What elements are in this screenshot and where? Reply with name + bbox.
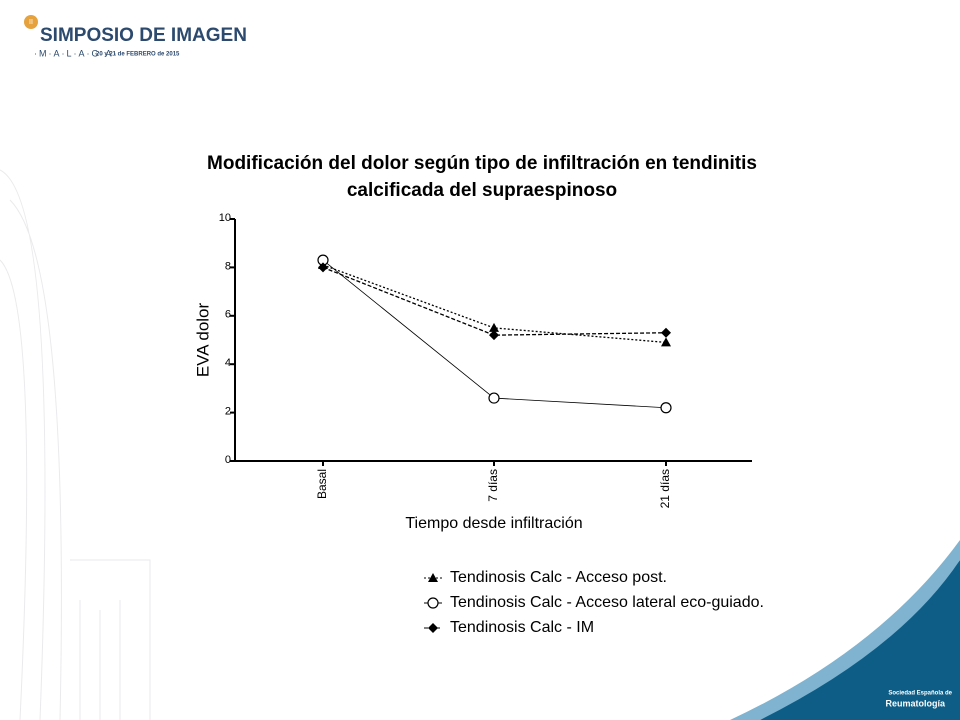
marker-diamond [318,262,328,273]
marker-circle [660,402,672,414]
background-architecture [0,169,151,720]
x-tick-label: 21 días [658,469,672,508]
x-axis-label: Tiempo desde infiltración [405,515,582,532]
org-line-1: Sociedad Española de [888,691,952,697]
x-tick-label: 7 días [486,469,500,502]
series-line [322,264,667,344]
legend-entry: Tendinosis Calc - Acceso post. [450,569,667,586]
marker-diamond [661,327,671,338]
y-tick-label: 6 [225,309,231,321]
logo-edition: II [29,19,33,26]
marker-triangle [428,573,438,582]
y-axis-label: EVA dolor [193,302,212,377]
legend-entry: Tendinosis Calc - IM [450,619,594,636]
marker-circle [427,597,439,609]
y-tick-label: 8 [225,260,231,272]
logo-place: ·M·A·L·A·G·A· [34,48,119,58]
logo-date: 20 y 21 de FEBRERO de 2015 [96,52,180,58]
y-tick-label: 0 [225,454,231,466]
y-tick-label: 2 [225,406,231,418]
chart-title: Modificación del dolor según tipo de inf… [207,153,757,201]
marker-diamond [428,623,438,633]
marker-diamond [489,330,499,341]
logo-badge [24,15,38,29]
y-tick-label: 10 [219,212,231,224]
marker-triangle [489,322,499,332]
footer-wave [760,560,960,720]
logo-title: SIMPOSIO DE IMAGEN [40,25,247,46]
marker-circle [488,392,500,404]
org-line-2: Reumatología [885,698,946,708]
logo: II SIMPOSIO DE IMAGEN ·M·A·L·A·G·A· 20 y… [24,15,247,58]
legend-entry: Tendinosis Calc - Acceso lateral eco-gui… [450,594,764,611]
x-tick-label: Basal [315,469,329,499]
y-tick-label: 4 [225,357,231,369]
marker-triangle [661,337,671,347]
